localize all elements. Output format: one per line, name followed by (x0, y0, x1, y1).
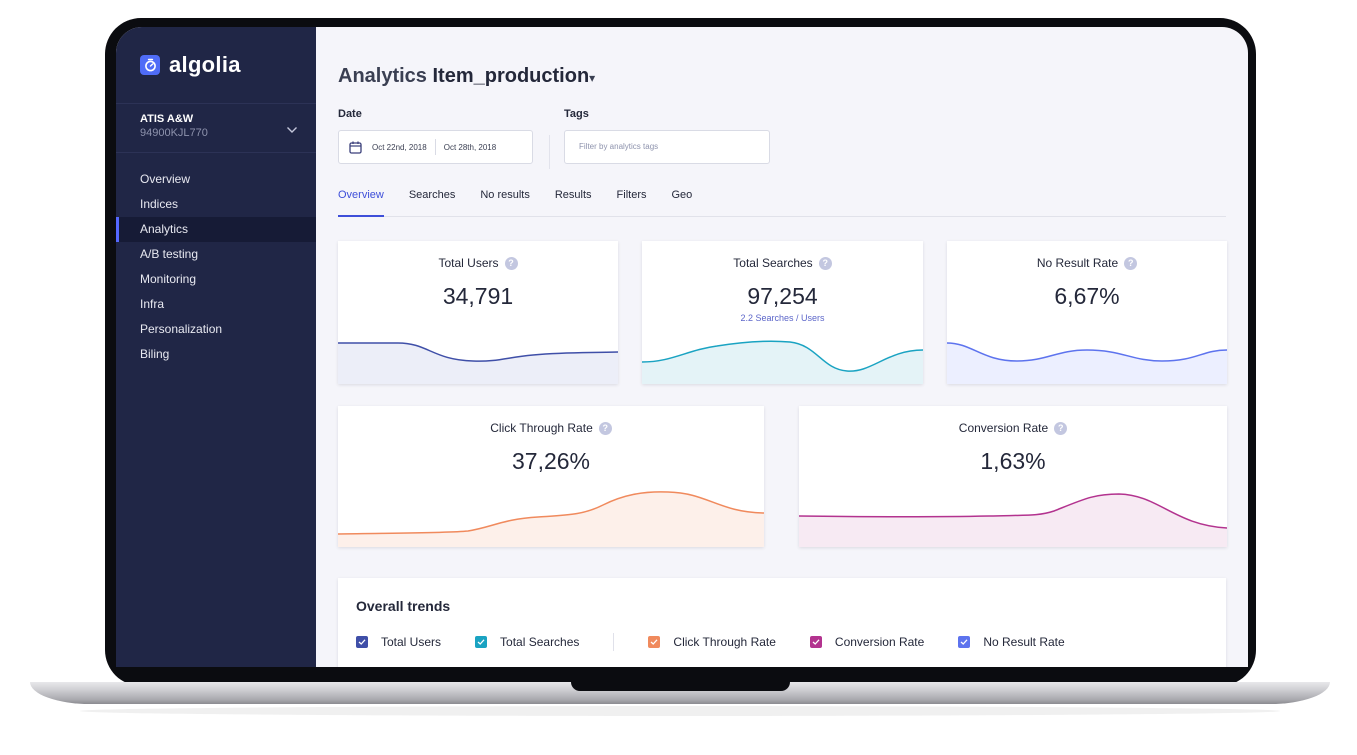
tab-results[interactable]: Results (554, 189, 592, 201)
metric-value: 37,26% (511, 448, 590, 474)
legend-divider (613, 633, 615, 651)
metric-title: Click Through Rate? (338, 421, 764, 435)
legend-toggle-conversion-rate[interactable]: Conversion Rate (809, 635, 925, 649)
tab-searches[interactable]: Searches (408, 189, 456, 201)
metrics-row-2: Click Through Rate? 37,26% Conversion Ra… (338, 406, 1227, 549)
tags-label: Tags (564, 108, 589, 120)
legend-toggle-no-result-rate[interactable]: No Result Rate (958, 635, 1065, 649)
metrics-row-1: Total Users? 34,791 Total Searches? 97,2… (338, 241, 1227, 384)
sidebar-item-overview[interactable]: Overview (140, 172, 191, 186)
metric-subtitle: 2.2 Searches / Users (740, 313, 825, 323)
date-label: Date (338, 108, 362, 120)
legend-label: Total Users (381, 635, 442, 649)
sidebar-item-indices[interactable]: Indices (140, 197, 179, 211)
sparkline-click-through-rate (338, 491, 764, 547)
account-id: 94900KJL770 (140, 127, 208, 139)
date-range-picker[interactable]: Oct 22nd, 2018 Oct 28th, 2018 (338, 130, 533, 164)
tab-no-results[interactable]: No results (480, 189, 530, 201)
help-icon[interactable]: ? (504, 257, 518, 270)
checkbox-checked-icon[interactable] (475, 636, 488, 648)
legend-label: No Result Rate (983, 635, 1065, 649)
calendar-icon (349, 141, 362, 154)
tags-input[interactable]: Filter by analytics tags (564, 130, 770, 164)
metric-title: Total Users? (338, 256, 618, 270)
sidebar-item-billing[interactable]: Biling (140, 347, 170, 361)
legend-label: Total Searches (500, 635, 580, 649)
metric-card-click-through-rate[interactable]: Click Through Rate? 37,26% (338, 406, 764, 547)
legend-label: Click Through Rate (673, 635, 776, 649)
caret-down-icon[interactable]: ▾ (589, 71, 596, 85)
date-end[interactable]: Oct 28th, 2018 (443, 142, 497, 152)
page-title-prefix: Analytics (338, 65, 427, 87)
metric-card-no-result-rate[interactable]: No Result Rate? 6,67% (947, 241, 1227, 384)
trends-title: Overall trends (356, 598, 451, 614)
checkbox-checked-icon[interactable] (648, 636, 661, 648)
sidebar-nav: Overview Indices Analytics A/B testing M… (116, 167, 316, 367)
main-content: Analytics Item_production▾ Date Oct 22nd… (316, 27, 1248, 667)
overall-trends-panel: Overall trends Total Users Total Searche… (338, 578, 1226, 667)
metric-value: 34,791 (442, 283, 514, 309)
sidebar-item-analytics[interactable]: Analytics (116, 217, 316, 242)
help-icon[interactable]: ? (598, 422, 612, 435)
help-icon[interactable]: ? (1124, 257, 1138, 270)
legend-toggle-total-users[interactable]: Total Users (356, 635, 441, 649)
laptop-notch (571, 682, 790, 691)
filter-divider (549, 135, 550, 169)
checkbox-checked-icon[interactable] (809, 636, 822, 648)
analytics-tabs: Overview Searches No results Results Fil… (338, 187, 1226, 217)
metric-value: 97,254 (747, 283, 818, 309)
date-start[interactable]: Oct 22nd, 2018 (372, 142, 427, 152)
page-title: Analytics Item_production▾ (338, 65, 1226, 88)
tags-filter: Tags Filter by analytics tags (564, 108, 770, 169)
metric-card-total-users[interactable]: Total Users? 34,791 (338, 241, 618, 384)
trends-legend: Total Users Total Searches Click Through… (356, 633, 1208, 651)
sparkline-total-users (338, 342, 618, 384)
metric-card-conversion-rate[interactable]: Conversion Rate? 1,63% (799, 406, 1227, 547)
stopwatch-icon (140, 55, 160, 75)
logo[interactable]: algolia (116, 27, 316, 103)
chevron-down-icon[interactable] (286, 121, 298, 139)
checkbox-checked-icon[interactable] (356, 636, 368, 648)
tab-overview[interactable]: Overview (338, 187, 384, 217)
sparkline-no-result-rate (947, 342, 1227, 384)
sidebar-item-personalization[interactable]: Personalization (140, 322, 223, 336)
laptop-shadow (80, 706, 1280, 716)
account-name: ATIS A&W (140, 113, 194, 125)
logo-text: algolia (169, 52, 241, 77)
date-filter: Date Oct 22nd, 2018 Oct 28th, 2018 (338, 108, 533, 169)
legend-toggle-total-searches[interactable]: Total Searches (475, 635, 579, 649)
sidebar-item-monitoring[interactable]: Monitoring (140, 272, 197, 286)
date-separator (434, 139, 436, 155)
help-icon[interactable]: ? (818, 257, 832, 270)
metric-title: No Result Rate? (947, 256, 1227, 270)
sparkline-total-searches (642, 340, 923, 384)
account-switcher[interactable]: ATIS A&W 94900KJL770 (116, 103, 316, 153)
metric-value: 1,63% (980, 448, 1046, 474)
laptop-base (30, 682, 1330, 704)
index-selector[interactable]: Item_production (432, 65, 590, 87)
metric-value: 6,67% (1054, 283, 1120, 309)
help-icon[interactable]: ? (1054, 422, 1068, 435)
tab-geo[interactable]: Geo (671, 189, 693, 201)
sidebar-item-ab-testing[interactable]: A/B testing (140, 247, 199, 261)
tab-filters[interactable]: Filters (616, 189, 647, 201)
legend-label: Conversion Rate (834, 635, 925, 649)
filters-bar: Date Oct 22nd, 2018 Oct 28th, 2018 (338, 108, 1226, 169)
laptop-screen: algolia ATIS A&W 94900KJL770 Overview In… (116, 27, 1248, 667)
metric-title: Conversion Rate? (799, 421, 1227, 435)
checkbox-checked-icon[interactable] (958, 636, 971, 648)
legend-toggle-click-through-rate[interactable]: Click Through Rate (648, 635, 776, 649)
metric-card-total-searches[interactable]: Total Searches? 97,254 2.2 Searches / Us… (642, 241, 923, 384)
sidebar-item-infra[interactable]: Infra (140, 297, 165, 311)
sidebar: algolia ATIS A&W 94900KJL770 Overview In… (116, 27, 316, 667)
metric-title: Total Searches? (642, 256, 923, 270)
sparkline-conversion-rate (799, 493, 1227, 547)
